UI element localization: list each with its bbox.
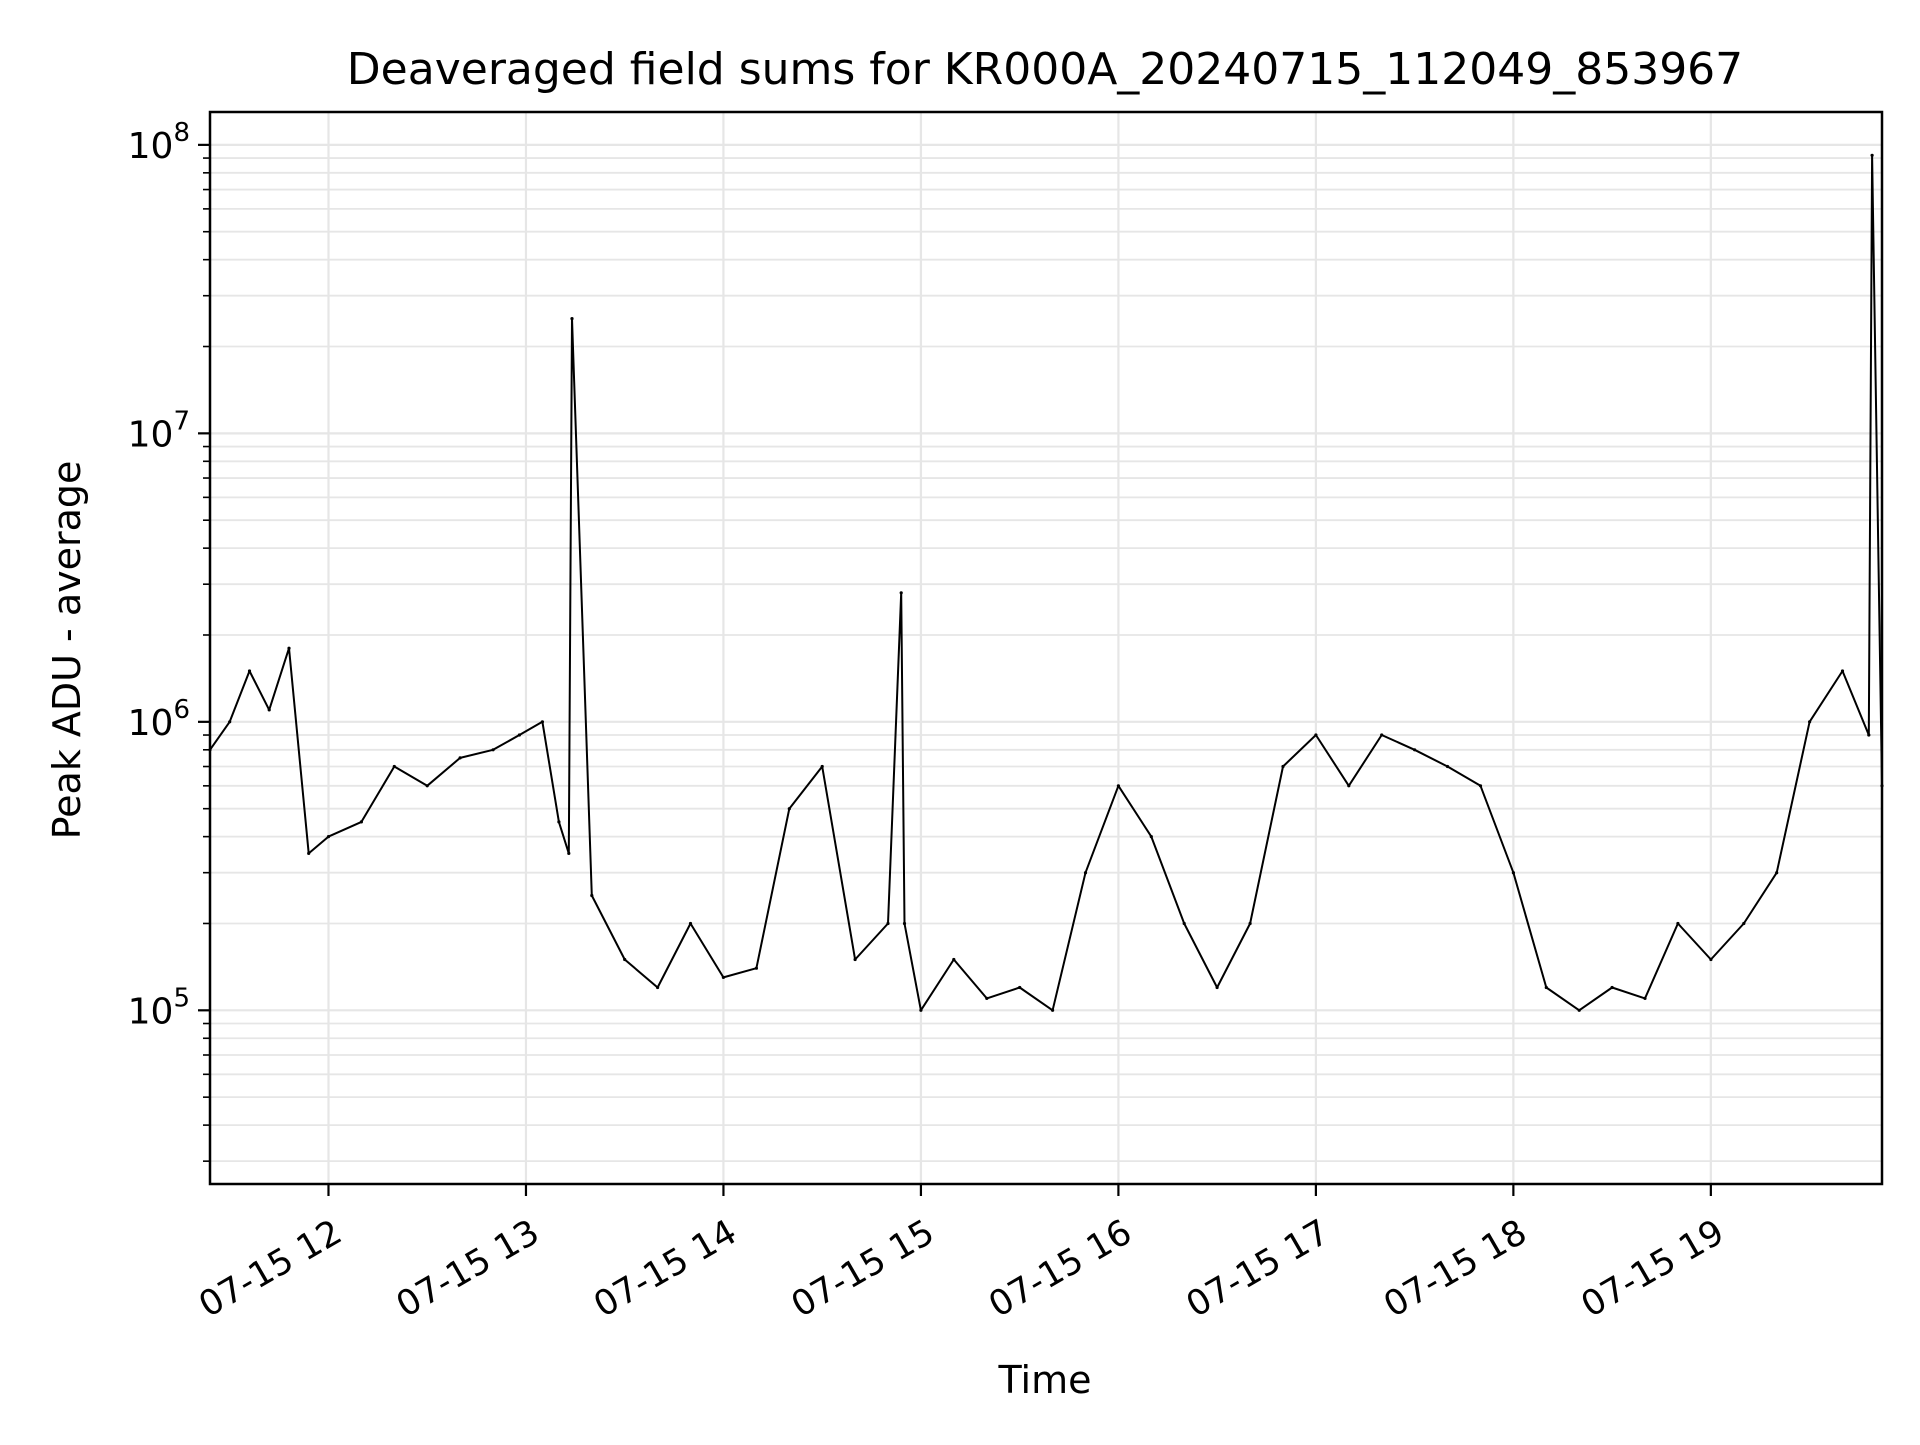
data-point [425,784,429,788]
data-point [1867,733,1871,737]
data-point [656,985,660,990]
chart-title: Deaveraged field sums for KR000A_2024071… [347,44,1743,95]
data-point [1742,921,1746,926]
data-point [1478,784,1483,788]
data-point [567,851,571,856]
data-point [557,820,561,824]
data-point [1051,1008,1055,1012]
data-point [721,975,726,980]
y-tick-label: 108 [128,118,190,167]
y-tick-label: 105 [128,983,190,1032]
data-point [1347,784,1351,788]
data-point [1577,1008,1581,1012]
data-point [1380,733,1384,737]
data-point [1445,764,1450,769]
data-point [853,957,857,962]
data-point [952,957,956,962]
data-point [919,1008,923,1012]
data-point [228,720,232,724]
data-point [1870,153,1874,157]
y-tick-label: 107 [128,406,190,455]
data-point [1775,871,1779,875]
data-point [287,646,291,650]
data-point [1215,985,1219,990]
data-point [1840,669,1845,673]
data-point [1808,720,1812,724]
data-point [540,720,545,724]
data-point [491,748,495,752]
data-point [247,669,252,673]
data-point [392,764,396,769]
data-point [1413,748,1417,752]
data-point [985,996,989,1001]
data-point [754,966,759,970]
y-tick-label: 106 [128,695,190,744]
data-point [326,835,331,839]
data-point [1643,996,1647,1001]
data-point [1018,985,1022,990]
data-point [787,807,791,811]
data-point [820,764,824,769]
data-point [688,921,693,926]
data-point [1083,871,1088,875]
data-point [1182,921,1186,926]
plot-frame [208,110,1884,1186]
data-point [1116,784,1120,788]
data-point [899,591,903,595]
data-point [517,733,522,737]
data-point [623,957,627,962]
data-point [1314,733,1318,737]
data-point [886,921,890,926]
data-point [307,851,311,856]
data-point [1248,921,1252,926]
data-point [359,820,363,824]
data-point [1610,985,1614,990]
data-point [1149,835,1153,839]
data-point [1511,871,1515,875]
data-point [1544,985,1548,990]
data-point [570,317,574,321]
data-point [590,893,594,898]
data-point [458,756,462,760]
data-point [902,921,907,926]
data-point [267,708,271,712]
series-layer [208,153,1884,1012]
data-point [1281,764,1285,769]
y-axis-label: Peak ADU - average [45,461,89,840]
data-point [1709,957,1713,962]
x-axis-label: Time [998,1358,1092,1402]
data-point [1676,921,1680,926]
